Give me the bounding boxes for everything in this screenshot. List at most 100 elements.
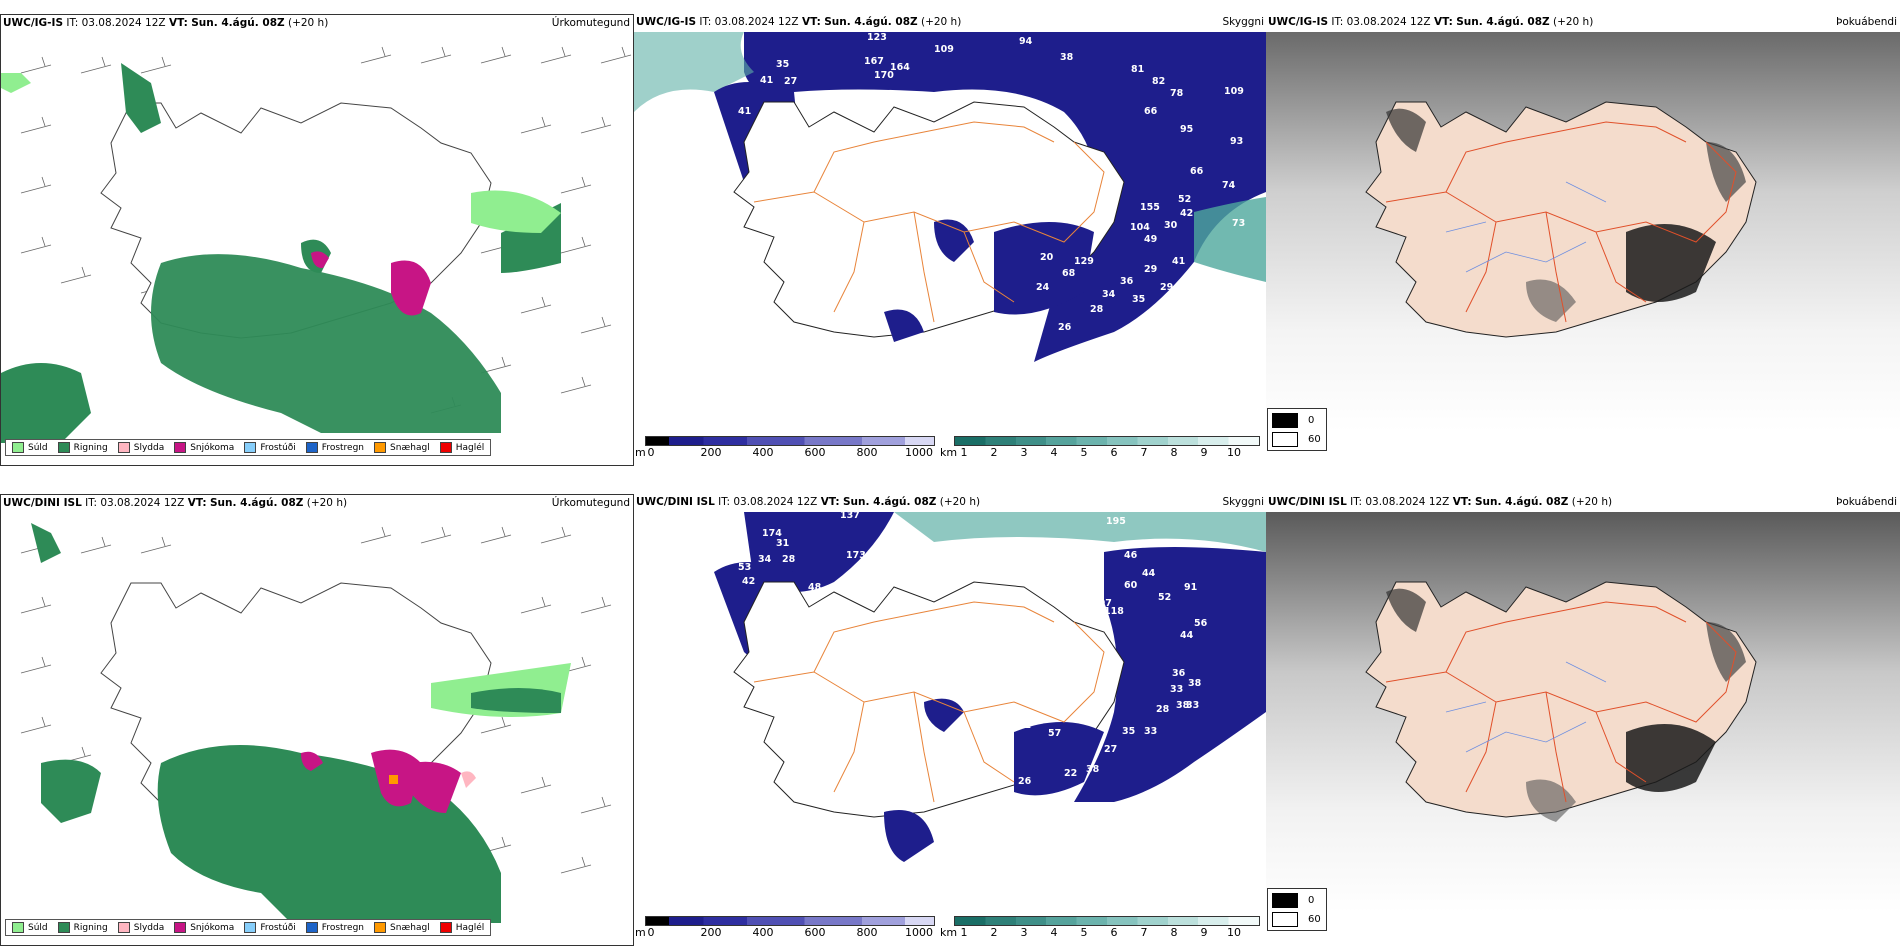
terrain-value: 41 (760, 75, 773, 86)
legend-item: Slydda (117, 922, 164, 933)
terrain-tick: 0 (647, 926, 655, 939)
river-network (1445, 661, 1607, 753)
road-network (753, 121, 1105, 323)
legend-swatch (305, 442, 318, 453)
terrain-value: 27 (1062, 352, 1075, 363)
terrain-value: 73 (1232, 218, 1245, 229)
legend-swatch (174, 922, 187, 933)
terrain-value: 30 (1164, 220, 1178, 231)
fog-legend-swatch (1272, 412, 1298, 428)
visibility-tick: 4 (1050, 446, 1058, 459)
terrain-value: 38 (1188, 678, 1202, 689)
terrain-value: 28 (1090, 304, 1104, 315)
terrain-value: 38 (1086, 764, 1100, 775)
terrain-value: 27 (784, 76, 797, 87)
terrain-value: 28 (782, 554, 796, 565)
terrain-value: 34 (758, 554, 772, 565)
legend-swatch (439, 442, 452, 453)
terrain-value: 20 (1040, 252, 1054, 263)
terrain-value: 38 (1176, 700, 1190, 711)
river-network (1445, 181, 1607, 273)
terrain-value: 26 (1058, 322, 1072, 333)
road-network (1385, 121, 1737, 323)
fog-legend-item: 60 (1272, 911, 1322, 927)
legend-swatch (374, 922, 387, 933)
terrain-value: 33 (1186, 700, 1199, 711)
terrain-value: 170 (874, 70, 894, 81)
fog-legend-swatch (1272, 431, 1298, 447)
legend-swatch (12, 922, 24, 933)
fog-panel-top: UWC/IG-IS IT: 03.08.2024 12Z VT: Sun. 4.… (1266, 14, 1900, 466)
terrain-value-labels: 123 109 94 167 164 170 35 41 27 37 41 56… (738, 32, 1245, 411)
terrain-value: 35 (1122, 726, 1135, 737)
terrain-value: 44 (1142, 568, 1156, 579)
terrain-value: 137 (840, 512, 860, 521)
legend-swatch (374, 442, 387, 453)
legend-item: Frostregn (305, 442, 364, 453)
precip-legend: Súld Rigning Slydda Snjókoma Frostúði Fr… (5, 919, 492, 936)
terrain-value: 173 (846, 550, 866, 561)
terrain-value: 63 (934, 842, 947, 853)
terrain-value: 69 (870, 278, 883, 289)
terrain-value: 26 (1018, 776, 1032, 787)
terrain-tick: 400 (752, 446, 774, 459)
terrain-value: 107 (1092, 598, 1112, 609)
terrain-value: 22 (1064, 768, 1077, 779)
visibility-unit: km (940, 926, 958, 939)
terrain-value: 33 (1170, 684, 1183, 695)
terrain-unit: m (635, 926, 646, 939)
legend-item: Haglél (439, 922, 484, 933)
legend-item: Snjókoma (174, 922, 234, 933)
visibility-tick: 10 (1227, 446, 1241, 459)
legend-item: Slydda (117, 442, 164, 453)
legend-item: Haglél (439, 442, 484, 453)
legend-item: Snæhagl (374, 922, 430, 933)
terrain-value: 49 (1144, 234, 1157, 245)
terrain-value: 114 (928, 360, 948, 371)
terrain-value: 129 (938, 376, 958, 387)
panel-title: UWC/IG-IS IT: 03.08.2024 12Z VT: Sun. 4.… (636, 16, 962, 28)
fog-panel-bottom: UWC/DINI ISL IT: 03.08.2024 12Z VT: Sun.… (1266, 494, 1900, 946)
legend-swatch (12, 442, 24, 453)
terrain-value: 78 (1170, 88, 1184, 99)
visibility-tick: 7 (1140, 926, 1148, 939)
terrain-value: 82 (1152, 76, 1165, 87)
terrain-value: 31 (930, 396, 943, 407)
terrain-value: 57 (1048, 728, 1061, 739)
precip-type-panel-top: UWC/IG-IS IT: 03.08.2024 12Z VT: Sun. 4.… (0, 14, 634, 466)
terrain-value: 42 (742, 576, 755, 587)
legend-swatch (174, 442, 187, 453)
terrain-tick: 1000 (905, 446, 933, 459)
terrain-value: 109 (1224, 86, 1244, 97)
terrain-value: 129 (1074, 256, 1094, 267)
terrain-value: 63 (814, 634, 827, 645)
terrain-tick: 800 (856, 446, 878, 459)
legend-swatch (117, 922, 130, 933)
legend-item: Rigning (57, 922, 108, 933)
legend-swatch (117, 442, 130, 453)
terrain-value: 31 (776, 538, 789, 549)
visibility-tick: 3 (1020, 446, 1028, 459)
legend-item: Frostúði (244, 442, 296, 453)
terrain-value: 28 (1156, 704, 1170, 715)
visibility-colorbar: km 1 2 3 4 5 6 7 8 9 10 (940, 916, 1264, 944)
terrain-value: 79 (1014, 337, 1027, 348)
wind-barbs (20, 46, 632, 414)
visibility-tick: 1 (960, 926, 968, 939)
panel-title: UWC/IG-IS IT: 03.08.2024 12Z VT: Sun. 4.… (1268, 16, 1594, 28)
visibility-tick: 5 (1080, 446, 1088, 459)
terrain-value: 34 (1102, 289, 1116, 300)
fog-legend: 0 60 (1267, 888, 1327, 931)
terrain-value: 74 (1222, 180, 1236, 191)
terrain-value: 56 (817, 148, 831, 159)
terrain-value: 41 (738, 106, 751, 117)
visibility-map: 137 127 174 173 31 34 28 48 53 42 63 195… (634, 512, 1266, 912)
visibility-tick: 2 (990, 926, 998, 939)
terrain-value: 127 (886, 526, 906, 537)
precip-type-map (1, 46, 632, 443)
terrain-value: 98 (988, 832, 1002, 843)
panel-title: UWC/DINI ISL IT: 03.08.2024 12Z VT: Sun.… (1268, 496, 1613, 508)
fog-legend-item: 60 (1272, 431, 1322, 447)
legend-item: Súld (12, 442, 48, 453)
terrain-value: 44 (1180, 630, 1194, 641)
